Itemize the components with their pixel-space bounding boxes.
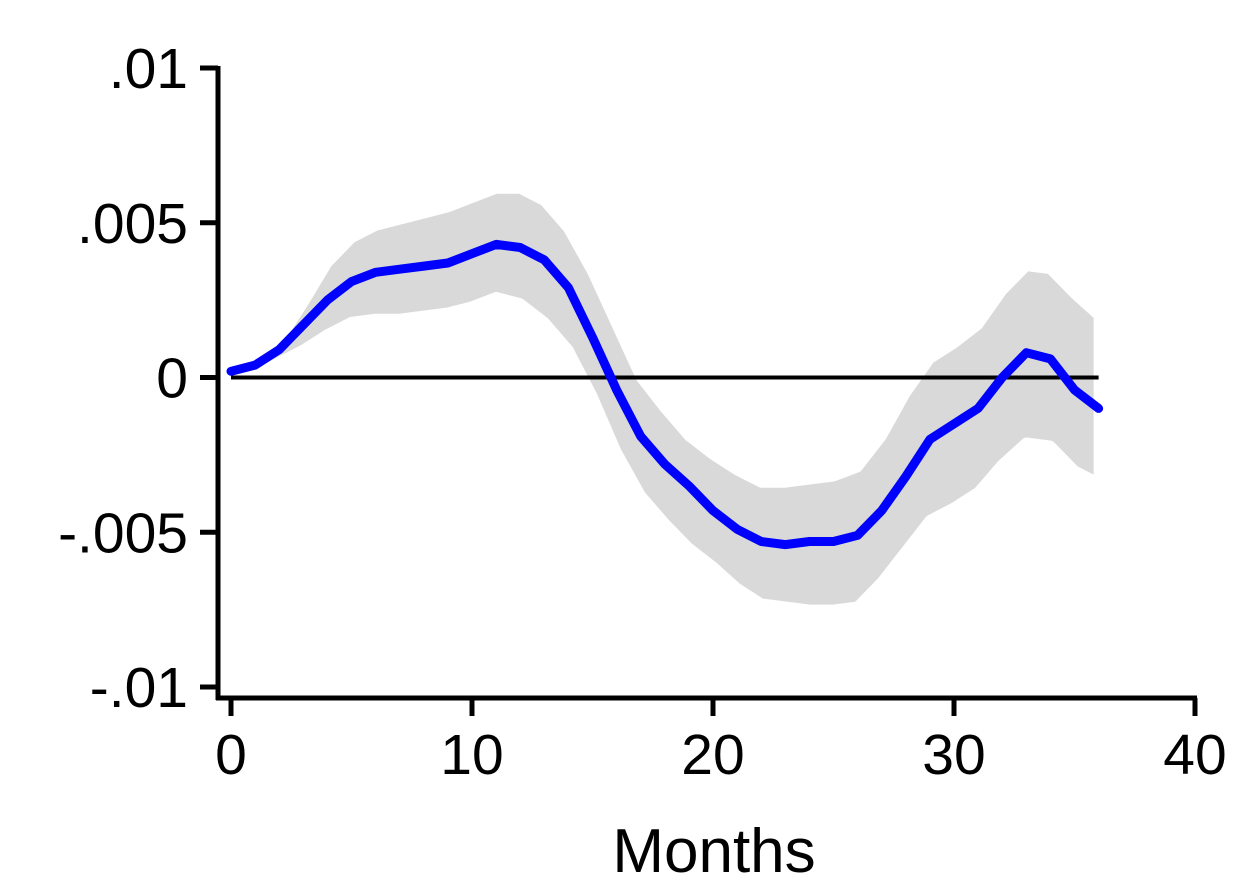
y-tick-label: -.005 [58, 501, 188, 565]
y-tick-label: .005 [77, 192, 188, 256]
y-tick-label: 0 [156, 347, 188, 411]
x-tick-label: 40 [1163, 723, 1226, 787]
confidence-band [226, 183, 1104, 615]
x-tick-label: 30 [922, 723, 985, 787]
series-line [226, 239, 1104, 550]
x-axis-title: Months [612, 817, 815, 886]
series-line-layer [226, 239, 1104, 550]
x-tick-label: 10 [440, 723, 503, 787]
x-tick-label: 0 [215, 723, 247, 787]
y-tick-label: -.01 [90, 656, 188, 720]
x-tick-label: 20 [681, 723, 744, 787]
confidence-band-layer [226, 183, 1104, 615]
axes-layer: .01 .005 0 -.005 -.01 0 10 20 30 40 [58, 37, 1227, 787]
y-tick-label: .01 [109, 37, 188, 101]
